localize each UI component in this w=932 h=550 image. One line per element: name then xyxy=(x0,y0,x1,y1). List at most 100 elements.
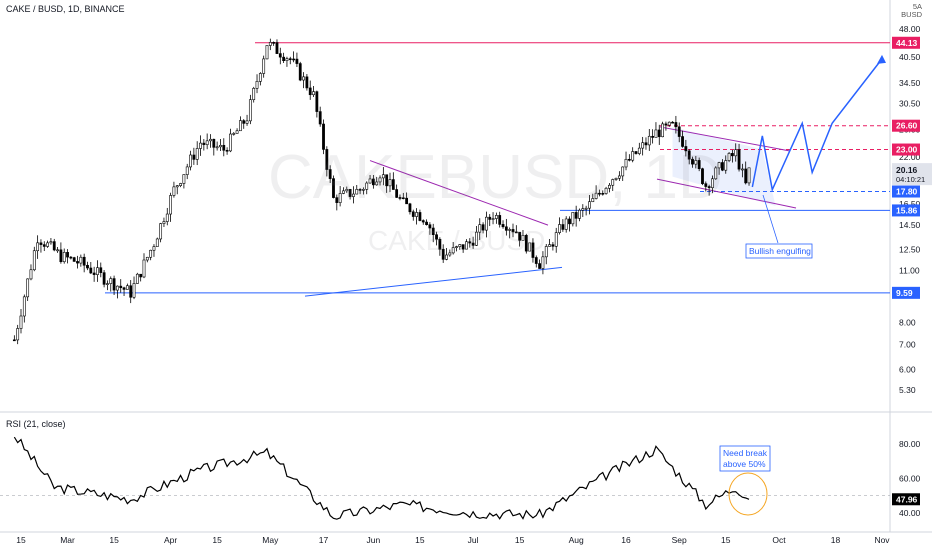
candle-body xyxy=(199,142,202,149)
candle-body xyxy=(508,229,512,231)
candle-body xyxy=(591,198,595,203)
candle-body xyxy=(391,179,395,190)
candle-body xyxy=(182,174,186,184)
candle-body xyxy=(677,126,681,137)
candle-body xyxy=(405,197,409,205)
candle-body xyxy=(524,235,528,252)
rsi-tick-label: 40.00 xyxy=(899,508,921,518)
time-tick-label: 15 xyxy=(515,535,525,545)
candle-body xyxy=(594,192,598,199)
candle-body xyxy=(92,272,96,275)
candle-body xyxy=(627,158,631,161)
candle-body xyxy=(69,256,73,259)
candle-body xyxy=(302,76,305,81)
candle-body xyxy=(129,285,133,298)
candle-body xyxy=(132,283,136,298)
candle-body xyxy=(381,174,385,179)
candle-body xyxy=(106,283,109,285)
channel-upper xyxy=(659,126,791,152)
candle-body xyxy=(418,212,422,221)
candle-body xyxy=(378,177,382,183)
candle-body xyxy=(667,121,671,126)
candle-body xyxy=(318,111,322,125)
candle-body xyxy=(637,147,641,154)
candle-body xyxy=(19,315,23,329)
candle-body xyxy=(162,221,166,224)
candle-body xyxy=(342,190,345,194)
candle-body xyxy=(697,160,701,170)
price-level-tag xyxy=(892,36,920,49)
price-level-tag xyxy=(892,143,920,156)
candle-body xyxy=(116,285,119,291)
need-break-box xyxy=(719,445,771,472)
candle-body xyxy=(385,174,389,187)
candle-body xyxy=(455,246,458,248)
price-tick-label: 16.50 xyxy=(899,199,921,209)
candle-body xyxy=(651,135,655,138)
candle-body xyxy=(305,76,309,89)
candle-body xyxy=(581,208,585,211)
price-level-tag xyxy=(892,119,920,132)
bullish-pointer xyxy=(762,194,779,244)
candle-body xyxy=(731,153,734,157)
candle-body xyxy=(159,223,163,240)
candle-body xyxy=(112,278,116,291)
candle-body xyxy=(139,273,143,278)
price-level-tag-text: 23.00 xyxy=(896,145,918,155)
candle-body xyxy=(66,252,69,258)
candle-body xyxy=(548,244,551,247)
candle-body xyxy=(229,133,232,152)
candle-body xyxy=(202,142,206,145)
candle-body xyxy=(352,193,355,197)
candle-body xyxy=(568,218,571,225)
candle-body xyxy=(248,99,252,122)
candle-body xyxy=(641,142,645,149)
candle-body xyxy=(724,160,728,171)
currency-name: BUSD xyxy=(901,10,922,19)
candle-body xyxy=(328,169,332,179)
candle-body xyxy=(657,129,661,138)
candle-body xyxy=(278,53,282,58)
time-tick-label: Sep xyxy=(672,535,687,545)
candle-body xyxy=(56,249,59,252)
candle-body xyxy=(518,231,522,241)
candle-body xyxy=(448,252,452,256)
candle-body xyxy=(242,120,246,124)
candle-body xyxy=(72,257,76,262)
trendline-upper xyxy=(369,160,549,226)
candle-body xyxy=(285,58,289,62)
candle-body xyxy=(468,241,472,244)
candles xyxy=(12,38,751,345)
candle-body xyxy=(704,183,708,187)
candle-body xyxy=(122,287,126,290)
price-tick-label: 34.50 xyxy=(899,78,921,88)
candle-body xyxy=(215,146,219,149)
rsi-title: RSI (21, close) xyxy=(6,419,66,429)
bullish-label: Bullish engulfing xyxy=(749,246,811,256)
candle-body xyxy=(451,247,455,254)
candle-body xyxy=(345,189,349,192)
candle-body xyxy=(358,189,362,191)
candle-body xyxy=(179,183,182,186)
need-break-line2: above 50% xyxy=(723,459,766,469)
candle-body xyxy=(445,254,448,260)
price-tick-label: 6.00 xyxy=(899,365,916,375)
time-tick-label: May xyxy=(262,535,279,545)
watermark-main: CAKEBUSD, 1D xyxy=(268,143,723,212)
watermark-sub: CAKE / BUSD xyxy=(368,225,546,256)
candle-body xyxy=(717,162,721,169)
candle-body xyxy=(102,272,106,285)
time-tick-label: Oct xyxy=(772,535,786,545)
candle-body xyxy=(551,244,555,247)
candle-body xyxy=(465,241,468,250)
candle-body xyxy=(541,256,545,269)
candle-body xyxy=(268,42,272,46)
time-tick-label: Jul xyxy=(468,535,479,545)
candle-body xyxy=(282,56,286,62)
price-tick-label: 12.50 xyxy=(899,244,921,254)
candle-body xyxy=(687,150,691,160)
candle-body xyxy=(245,120,249,124)
projection-arrowhead xyxy=(877,54,886,64)
candle-body xyxy=(721,162,724,171)
